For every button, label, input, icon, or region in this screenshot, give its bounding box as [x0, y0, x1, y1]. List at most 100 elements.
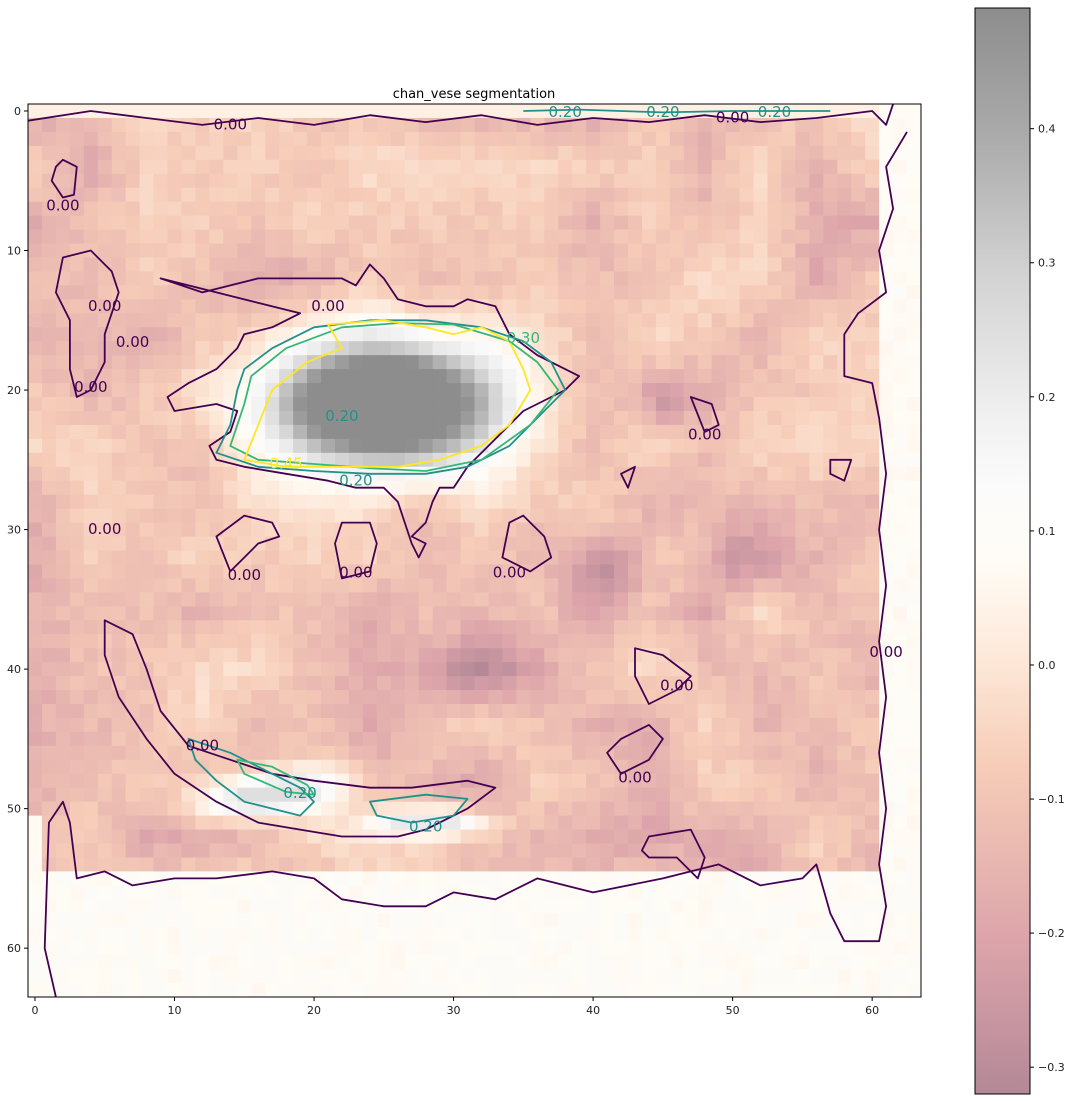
heatmap-cell: [348, 759, 364, 775]
heatmap-cell: [809, 620, 824, 635]
heatmap-cell: [907, 717, 921, 733]
heatmap-cell: [781, 927, 797, 942]
heatmap-cell: [265, 648, 280, 663]
heatmap-cell: [223, 369, 238, 384]
heatmap-cell: [321, 731, 336, 747]
heatmap-cell: [139, 327, 155, 342]
heatmap-cell: [544, 201, 559, 217]
heatmap-cell: [893, 648, 908, 663]
heatmap-cell: [893, 801, 908, 817]
heatmap-cell: [362, 438, 378, 454]
heatmap-cell: [97, 397, 113, 412]
heatmap-cell: [516, 313, 531, 328]
heatmap-cell: [83, 494, 99, 510]
heatmap-cell: [809, 983, 824, 997]
heatmap-cell: [404, 759, 420, 775]
heatmap-cell: [362, 634, 378, 649]
heatmap-cell: [153, 313, 169, 328]
heatmap-cell: [683, 927, 699, 942]
heatmap-cell: [516, 187, 531, 203]
heatmap-cell: [446, 536, 462, 552]
heatmap-cell: [279, 369, 294, 384]
heatmap-cell: [530, 676, 545, 691]
heatmap-cell: [530, 969, 545, 984]
heatmap-cell: [139, 117, 155, 133]
heatmap-cell: [558, 857, 573, 873]
heatmap-cell: [167, 243, 183, 259]
heatmap-cell: [167, 662, 183, 677]
heatmap-cell: [181, 550, 197, 566]
heatmap-cell: [502, 983, 517, 997]
heatmap-cell: [725, 731, 741, 747]
heatmap-cell: [307, 383, 322, 398]
heatmap-cell: [502, 299, 517, 314]
heatmap-cell: [614, 173, 629, 189]
heatmap-cell: [641, 885, 657, 900]
heatmap-cell: [586, 271, 601, 286]
heatmap-cell: [600, 913, 615, 928]
heatmap-cell: [237, 634, 252, 649]
heatmap-cell: [711, 871, 727, 886]
heatmap-cell: [879, 480, 894, 496]
heatmap-cell: [851, 104, 866, 119]
heatmap-cell: [669, 452, 685, 468]
heatmap-cell: [767, 438, 783, 454]
heatmap-cell: [655, 131, 671, 147]
heatmap-cell: [209, 466, 224, 482]
heatmap-cell: [530, 201, 545, 217]
heatmap-cell: [753, 745, 769, 761]
heatmap-cell: [279, 508, 294, 524]
heatmap-cell: [627, 341, 643, 356]
heatmap-cell: [125, 271, 141, 286]
heatmap-cell: [655, 215, 671, 231]
heatmap-cell: [767, 703, 783, 719]
heatmap-cell: [753, 829, 769, 845]
heatmap-cell: [502, 843, 517, 859]
heatmap-cell: [195, 173, 210, 189]
heatmap-cell: [767, 815, 783, 831]
heatmap-cell: [600, 159, 615, 175]
heatmap-cell: [41, 243, 57, 259]
heatmap-cell: [41, 299, 57, 314]
heatmap-cell: [502, 801, 517, 817]
heatmap-cell: [321, 801, 336, 817]
heatmap-cell: [683, 187, 699, 203]
heatmap-cell: [376, 201, 392, 217]
heatmap-cell: [279, 424, 294, 440]
heatmap-cell: [753, 327, 769, 342]
heatmap-cell: [167, 508, 183, 524]
heatmap-cell: [293, 606, 308, 621]
heatmap-cell: [418, 843, 434, 859]
heatmap-cell: [823, 955, 838, 970]
heatmap-cell: [460, 243, 476, 259]
heatmap-cell: [460, 215, 476, 231]
heatmap-cell: [111, 899, 127, 914]
heatmap-cell: [55, 885, 71, 900]
heatmap-cell: [739, 620, 755, 635]
heatmap-cell: [83, 927, 99, 942]
heatmap-cell: [348, 578, 364, 593]
heatmap-cell: [153, 508, 169, 524]
heatmap-cell: [614, 815, 629, 831]
heatmap-cell: [795, 285, 810, 300]
x-tick-label: 0: [31, 1004, 38, 1017]
heatmap-cell: [348, 131, 364, 147]
heatmap-cell: [893, 662, 908, 677]
heatmap-cell: [307, 983, 322, 997]
heatmap-cell: [195, 606, 210, 621]
x-tick-label: 60: [865, 1004, 879, 1017]
heatmap-cell: [739, 634, 755, 649]
heatmap-cell: [97, 369, 113, 384]
heatmap-cell: [669, 327, 685, 342]
heatmap-cell: [390, 201, 406, 217]
heatmap-cell: [725, 969, 741, 984]
heatmap-cell: [893, 257, 908, 273]
heatmap-cell: [418, 410, 434, 426]
heatmap-cell: [837, 508, 852, 524]
heatmap-cell: [390, 690, 406, 705]
heatmap-cell: [251, 676, 266, 691]
heatmap-cell: [237, 648, 252, 663]
heatmap-cell: [195, 899, 210, 914]
heatmap-cell: [488, 104, 503, 119]
heatmap-cell: [474, 829, 490, 845]
